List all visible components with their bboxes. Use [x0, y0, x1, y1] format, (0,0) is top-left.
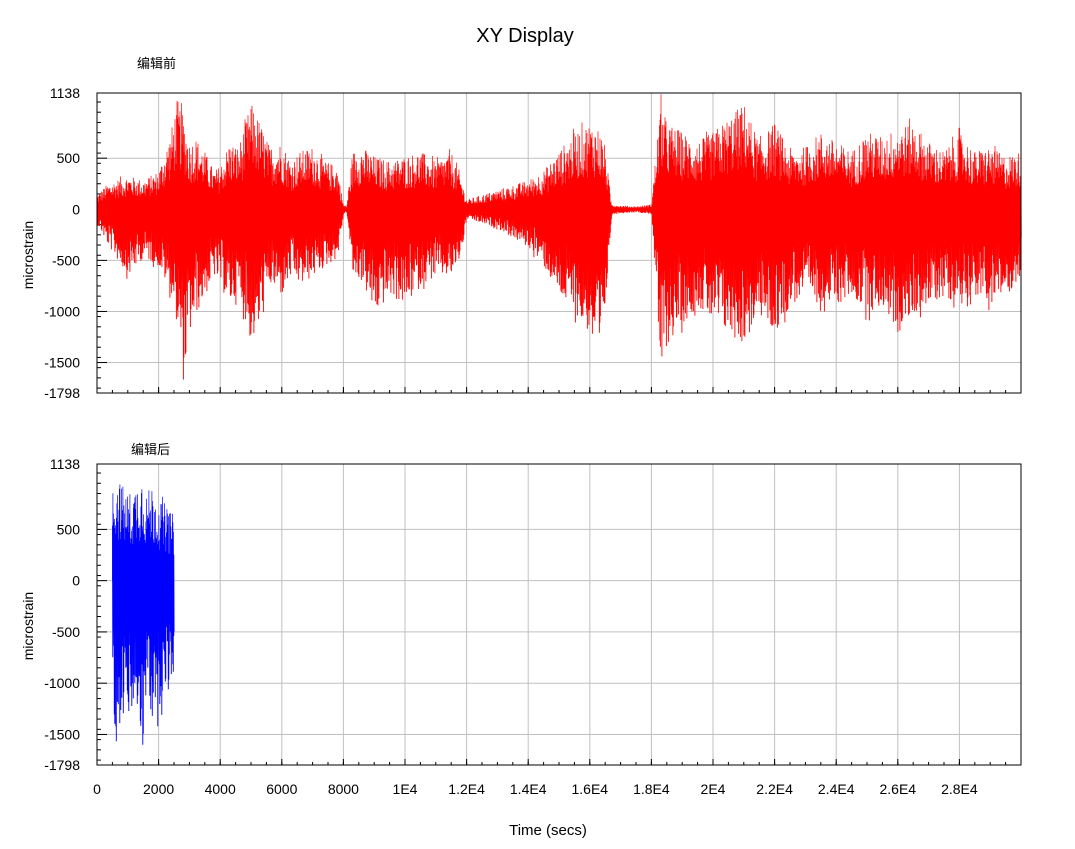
y-tick-label: 0	[72, 573, 80, 589]
y-tick-label: 0	[72, 201, 80, 217]
x-tick-label: 4000	[205, 781, 236, 797]
y-tick-label: -1000	[44, 675, 80, 691]
y-tick-label: -500	[52, 624, 80, 640]
x-tick-label: 2.4E4	[818, 781, 855, 797]
x-tick-label: 8000	[328, 781, 359, 797]
x-tick-label: 1E4	[393, 781, 418, 797]
window-title: XY Display	[476, 25, 573, 47]
top-y-axis-label: microstrain	[20, 221, 36, 289]
y-tick-label: 1138	[50, 456, 80, 472]
x-tick-label: 2.2E4	[756, 781, 793, 797]
bottom-plot-panel: 编辑后 microstrain 0 2000 4000 6000 8000 1E4 1.2E…	[20, 442, 1022, 797]
plot-frame	[96, 463, 1022, 766]
plot-frame	[96, 92, 1022, 394]
x-tick-label: 2.6E4	[880, 781, 917, 797]
y-tick-label: 500	[57, 150, 81, 166]
top-plot-panel: 编辑前 microstrain 1138 500 0 -500 -1000 -1500 -1…	[20, 56, 1022, 401]
signal-trace	[112, 484, 175, 745]
x-tick-label: 1.4E4	[510, 781, 547, 797]
y-tick-label: -1500	[44, 355, 80, 371]
bottom-plot-title: 编辑后	[131, 442, 170, 457]
y-tick-label: 500	[57, 521, 81, 537]
x-tick-label: 2E4	[701, 781, 726, 797]
y-tick-label: -500	[52, 252, 80, 268]
y-tick-label: 1138	[50, 85, 80, 101]
x-axis-label: Time (secs)	[509, 822, 587, 839]
x-tick-label: 0	[93, 781, 101, 797]
x-tick-label: 6000	[266, 781, 297, 797]
y-tick-label: -1500	[44, 726, 80, 742]
x-tick-label: 1.6E4	[572, 781, 609, 797]
x-tick-label: 2.8E4	[941, 781, 978, 797]
x-tick-label: 1.8E4	[633, 781, 670, 797]
y-tick-label: -1000	[44, 303, 80, 319]
bottom-y-axis-label: microstrain	[20, 592, 36, 660]
y-tick-label: -1798	[44, 757, 80, 773]
y-tick-label: -1798	[44, 385, 80, 401]
x-tick-label: 2000	[143, 781, 174, 797]
top-plot-title: 编辑前	[137, 56, 176, 71]
signal-trace	[96, 94, 1022, 380]
x-tick-label: 1.2E4	[448, 781, 485, 797]
